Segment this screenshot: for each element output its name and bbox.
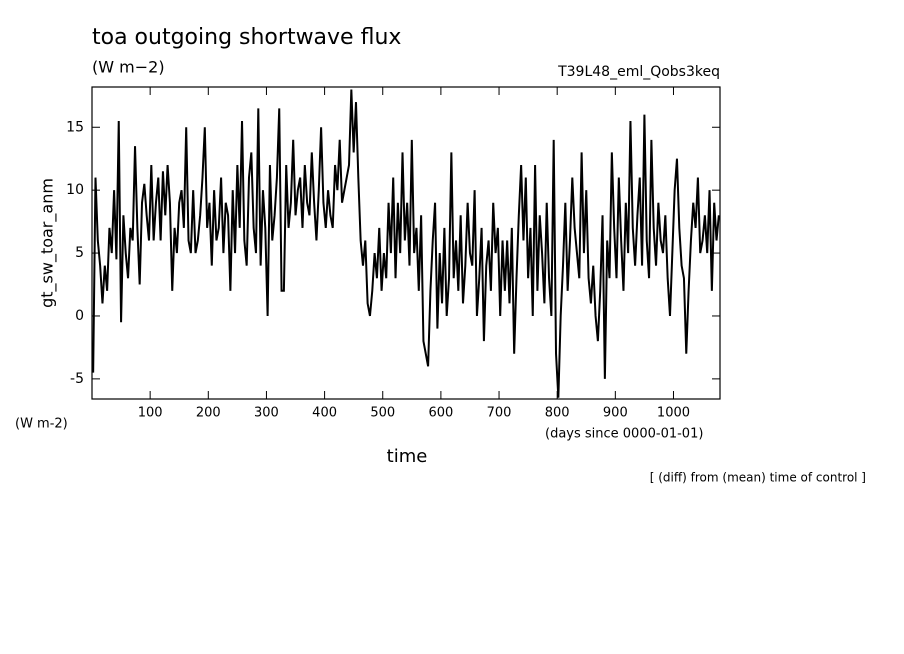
x-axis-label: time — [387, 446, 428, 467]
x-units: (days since 0000-01-01) — [545, 427, 703, 442]
x-tick-label: 900 — [603, 406, 628, 421]
y-tick-label: 10 — [66, 182, 84, 198]
x-tick-label: 100 — [138, 406, 163, 421]
data-line — [92, 89, 720, 398]
x-tick-label: 500 — [370, 406, 395, 421]
plot-frame — [91, 86, 721, 400]
x-tick-label: 200 — [196, 406, 221, 421]
y-units: (W m-2) — [15, 417, 68, 432]
x-tick-label: 600 — [428, 406, 453, 421]
x-tick-label: 700 — [487, 406, 512, 421]
chart-subtitle: (W m−2) — [92, 58, 165, 77]
y-tick-label: 0 — [75, 308, 84, 324]
y-axis-label: gt_sw_toar_anm — [38, 178, 58, 308]
note: [ (diff) from (mean) time of control ] — [650, 471, 866, 485]
y-tick-label: 15 — [66, 119, 84, 135]
x-tick-label: 800 — [545, 406, 570, 421]
x-tick-label: 400 — [312, 406, 337, 421]
y-tick-label: 5 — [75, 245, 84, 261]
x-tick-label: 300 — [254, 406, 279, 421]
x-tick-label: 1000 — [657, 406, 690, 421]
run-label: T39L48_eml_Qobs3keq — [557, 64, 720, 80]
y-tick-label: -5 — [70, 371, 84, 387]
chart-title: toa outgoing shortwave flux — [92, 25, 401, 50]
